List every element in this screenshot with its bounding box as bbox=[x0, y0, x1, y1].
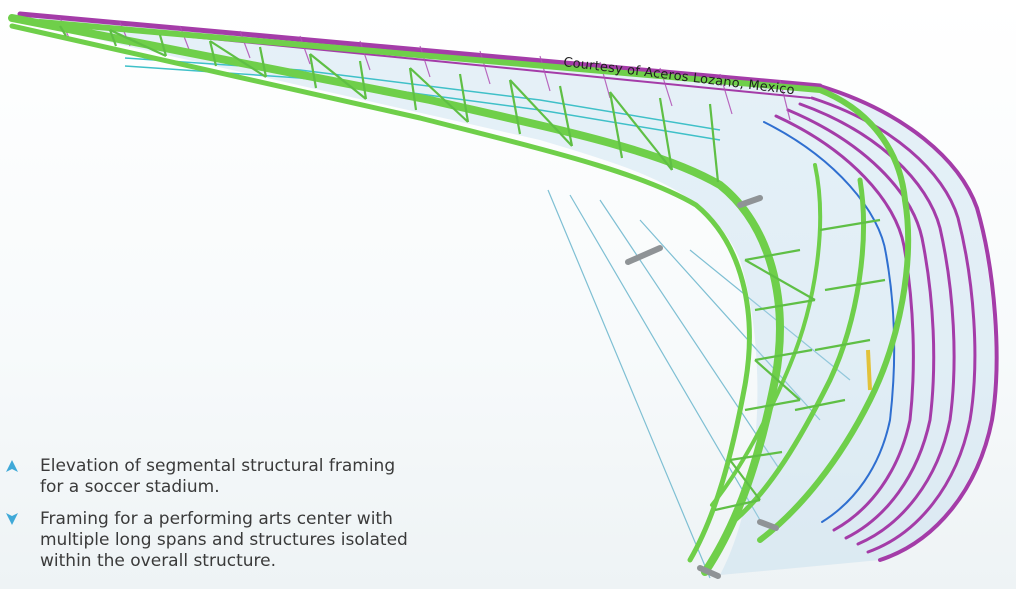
caption-arts-center-line-2: multiple long spans and structures isola… bbox=[40, 530, 408, 550]
yellow-member bbox=[866, 349, 872, 391]
caption-arts-center-line-1: Framing for a performing arts center wit… bbox=[40, 509, 393, 529]
caption-stadium-line-1: Elevation of segmental structural framin… bbox=[40, 456, 396, 476]
caption-list: Elevation of segmental structural framin… bbox=[0, 456, 520, 583]
down-triangle-icon bbox=[6, 513, 18, 525]
purple-roof-members bbox=[17, 11, 999, 562]
caption-stadium: Elevation of segmental structural framin… bbox=[0, 456, 520, 498]
gray-supports bbox=[625, 195, 779, 579]
caption-arts-center: Framing for a performing arts center wit… bbox=[0, 509, 520, 572]
green-web-members bbox=[59, 25, 886, 512]
caption-arts-center-line-3: within the overall structure. bbox=[40, 551, 276, 571]
caption-stadium-line-2: for a soccer stadium. bbox=[40, 477, 220, 497]
up-triangle-icon bbox=[6, 460, 18, 472]
